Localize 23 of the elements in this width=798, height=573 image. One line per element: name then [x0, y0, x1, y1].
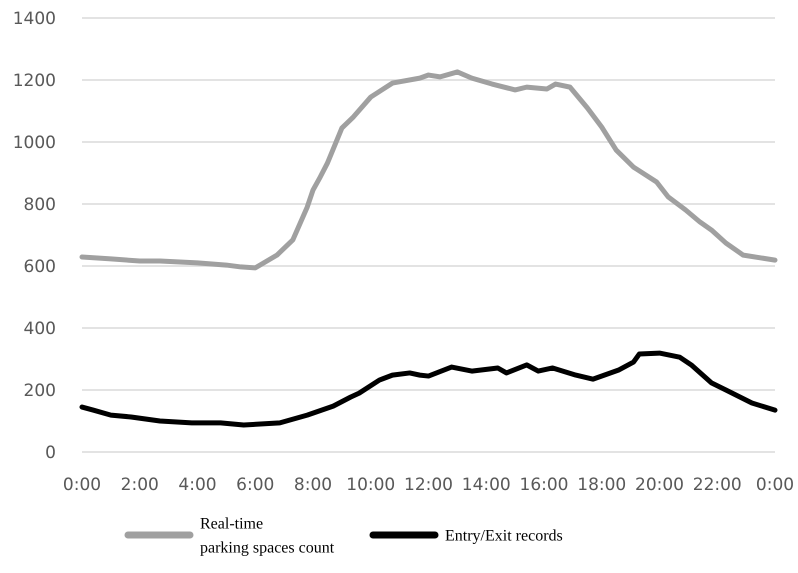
- x-tick-label: 4:00: [178, 475, 217, 495]
- y-tick-label: 800: [24, 194, 56, 215]
- y-tick-label: 600: [24, 256, 56, 277]
- y-tick-label: 0: [45, 442, 56, 463]
- y-tick-label: 1400: [12, 8, 56, 29]
- x-tick-label: 22:00: [692, 475, 742, 495]
- x-tick-label: 0:00: [62, 475, 102, 495]
- x-tick-label: 2:00: [120, 475, 159, 495]
- x-tick-label: 20:00: [635, 475, 684, 495]
- x-tick-label: 10:00: [346, 475, 396, 495]
- x-tick-label: 0:00: [756, 475, 794, 495]
- y-tick-label: 1000: [12, 132, 56, 153]
- x-tick-label: 16:00: [520, 475, 568, 495]
- x-tick-label: 6:00: [236, 475, 274, 495]
- legend-label: Real-time parking spaces count: [200, 516, 335, 557]
- x-tick-label: 8:00: [294, 475, 332, 495]
- x-tick-label: 14:00: [462, 475, 511, 495]
- x-tick-label: 18:00: [577, 475, 626, 495]
- y-tick-label: 400: [24, 318, 56, 339]
- x-tick-label: 12:00: [404, 475, 453, 495]
- legend-label: Entry/Exit records: [445, 528, 563, 545]
- y-tick-label: 200: [24, 380, 56, 401]
- y-tick-label: 1200: [12, 70, 56, 91]
